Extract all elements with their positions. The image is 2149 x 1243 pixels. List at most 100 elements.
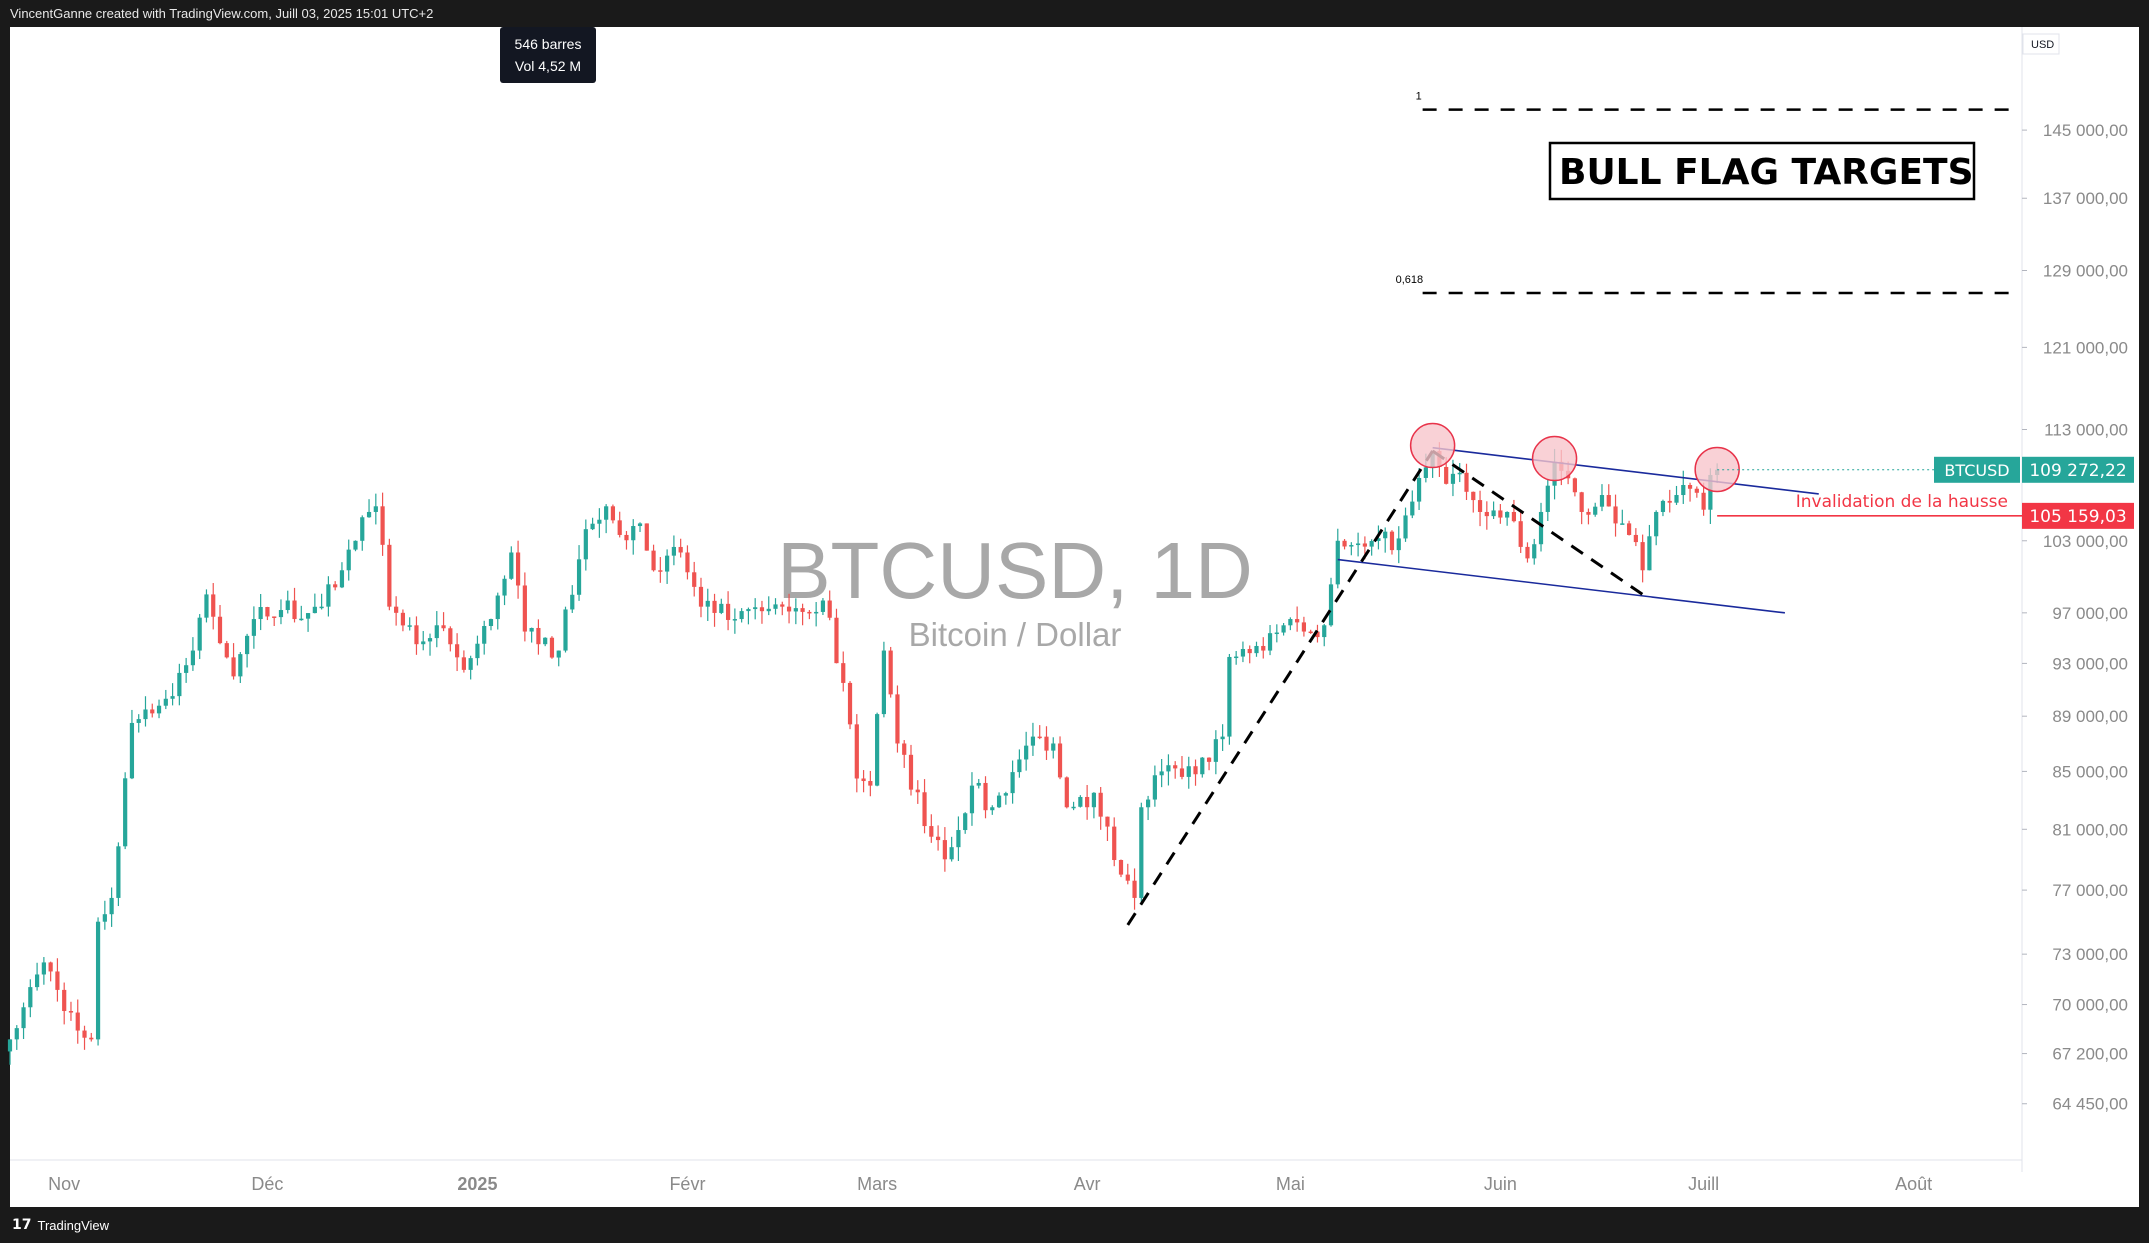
- candle-body: [1444, 466, 1449, 484]
- candle-body: [1281, 625, 1286, 633]
- candle-body: [1078, 796, 1083, 807]
- candle-body: [1227, 656, 1232, 737]
- candle-body: [1681, 485, 1686, 496]
- candle-body: [820, 600, 826, 612]
- price-tick-label: 97 000,00: [2052, 604, 2128, 623]
- candle-body: [509, 552, 514, 579]
- candle-body: [75, 1012, 80, 1031]
- candle-body: [1687, 485, 1693, 489]
- candle-body: [62, 989, 67, 1012]
- candle-body: [177, 672, 182, 697]
- candle-body: [407, 625, 412, 627]
- chart-area[interactable]: [10, 27, 2139, 1207]
- candle-body: [902, 743, 907, 755]
- currency-box[interactable]: [2022, 33, 2060, 55]
- candle-body: [644, 523, 649, 551]
- candle-body: [665, 555, 670, 572]
- candle-body: [468, 658, 473, 670]
- candle-body: [1152, 775, 1157, 800]
- candle-body: [1295, 619, 1300, 623]
- candle-body: [549, 637, 555, 658]
- time-tick-label: Févr: [669, 1174, 705, 1194]
- drawing-overlays: [1126, 108, 2022, 926]
- candle-body: [1613, 506, 1618, 524]
- candle-body: [841, 663, 846, 683]
- candle-body: [1586, 511, 1591, 515]
- candle-body: [170, 696, 175, 699]
- invalidation-price-label: 105 159,03: [2029, 507, 2126, 527]
- candle-body: [529, 627, 534, 632]
- candle-body: [522, 585, 527, 632]
- candle-body: [156, 705, 162, 714]
- resistance-circle: [1531, 435, 1578, 482]
- candle-body: [380, 506, 385, 545]
- candle-body: [583, 529, 588, 560]
- candle-body: [875, 714, 880, 786]
- candlestick-series: [7, 442, 1720, 1065]
- tradingview-logo[interactable]: 17 TradingView: [12, 1208, 109, 1243]
- candle-body: [265, 607, 270, 617]
- candle-body: [109, 897, 114, 915]
- current-symbol-badge: [1934, 456, 2020, 483]
- candle-body: [1220, 736, 1225, 740]
- candle-body: [786, 606, 792, 612]
- candle-body: [1139, 807, 1144, 898]
- candle-body: [1572, 478, 1577, 493]
- price-tick-label: 137 000,00: [2043, 189, 2128, 208]
- candle-body: [55, 971, 60, 990]
- current-price-badge: [2022, 456, 2134, 483]
- candle-body: [780, 604, 785, 607]
- candle-body: [624, 534, 629, 541]
- candle-body: [475, 643, 480, 659]
- candle-body: [1024, 745, 1029, 760]
- candle-body: [1532, 544, 1537, 559]
- candle-body: [190, 650, 196, 666]
- candle-body: [678, 546, 683, 553]
- candle-body: [1179, 768, 1185, 777]
- price-tick-label: 93 000,00: [2052, 654, 2128, 673]
- candle-body: [353, 540, 358, 550]
- channel-upper-line: [1432, 446, 1819, 495]
- candle-body: [658, 570, 663, 572]
- impulse-leg-line: [1126, 450, 1434, 926]
- candle-body: [1085, 796, 1090, 808]
- candle-body: [1098, 792, 1103, 817]
- candle-body: [814, 611, 819, 614]
- candle-body: [299, 618, 304, 621]
- candle-body: [387, 544, 392, 607]
- candle-body: [1301, 622, 1307, 632]
- candle-body: [719, 603, 724, 613]
- candle-body: [461, 657, 466, 670]
- candle-body: [888, 650, 893, 695]
- candle-body: [651, 550, 656, 571]
- candle-body: [915, 789, 920, 793]
- candle-body: [1389, 531, 1395, 551]
- candle-body: [258, 607, 263, 620]
- candle-body: [217, 616, 223, 644]
- candle-body: [1511, 511, 1517, 522]
- candle-body: [1620, 523, 1625, 525]
- candle-body: [1206, 757, 1212, 762]
- price-axis[interactable]: 64 450,00 67 200,00 70 000,00 73 000,00 77 0…: [2022, 121, 2128, 1114]
- candle-body: [515, 552, 521, 586]
- target-box-label: BULL FLAG TARGETS: [1559, 152, 1974, 193]
- target-box-frame[interactable]: [1548, 141, 1976, 201]
- invalidation-price-badge: [2022, 502, 2134, 529]
- candle-body: [834, 617, 839, 664]
- candle-body: [1112, 826, 1117, 861]
- candle-body: [1647, 536, 1652, 571]
- candle-body: [1498, 510, 1503, 518]
- candle-body: [1064, 777, 1069, 808]
- candle-body: [41, 962, 46, 975]
- candle-body: [272, 616, 277, 618]
- candle-body: [82, 1030, 87, 1038]
- candle-body: [326, 584, 331, 607]
- candle-body: [1626, 523, 1632, 535]
- candle-body: [990, 807, 995, 811]
- price-tick-label: 121 000,00: [2043, 338, 2128, 357]
- candle-body: [556, 650, 561, 658]
- candle-body: [163, 698, 168, 706]
- candle-body: [1362, 543, 1367, 547]
- time-axis[interactable]: Nov Déc 2025 Févr Mars Avr Mai Juin Juill Août: [48, 1174, 1932, 1194]
